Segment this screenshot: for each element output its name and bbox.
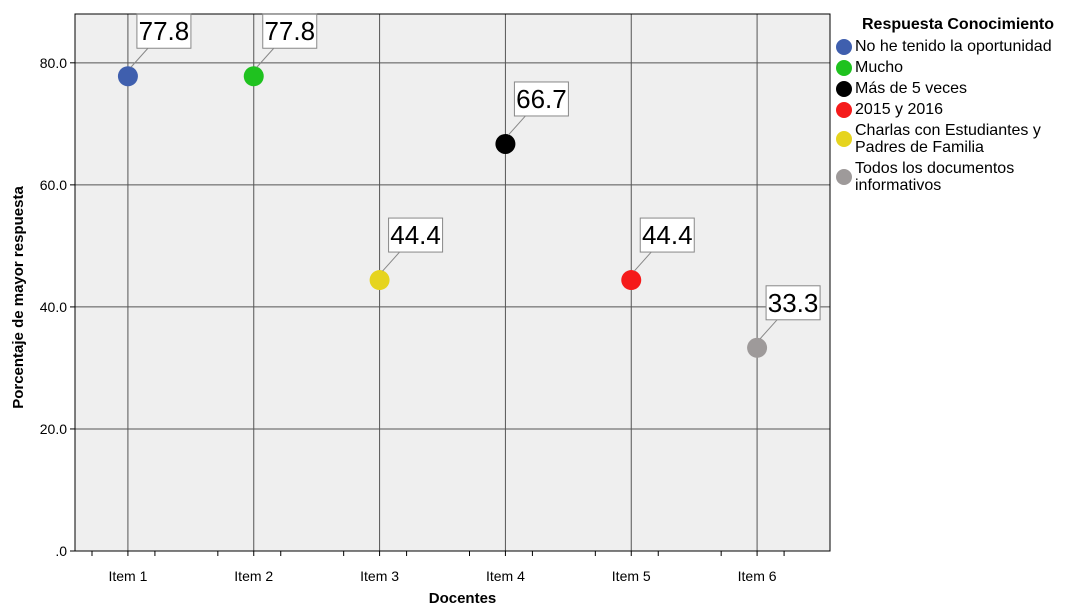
data-label-leader: [256, 47, 275, 68]
y-tick-label: 40.0: [40, 299, 67, 315]
legend-item: 2015 y 2016: [836, 101, 1066, 118]
data-label-box: [388, 217, 444, 253]
x-tick-label: Item 3: [360, 568, 399, 584]
legend-marker: [836, 169, 852, 185]
legend: Respuesta Conocimiento No he tenido la o…: [836, 16, 1066, 198]
plot-frame: [74, 13, 831, 552]
plot-area: [75, 14, 830, 551]
x-tick-label: Item 1: [108, 568, 147, 584]
data-points: [117, 66, 768, 358]
legend-item: Más de 5 veces: [836, 80, 1066, 97]
data-label-leader: [633, 251, 652, 272]
legend-label: Todos los documentos informativos: [855, 160, 1015, 194]
legend-label: Más de 5 veces: [855, 80, 968, 97]
legend-marker: [836, 59, 852, 76]
legend-title: Respuesta Conocimiento: [862, 16, 1055, 33]
data-label-box: [765, 285, 821, 321]
x-axis-title: Docentes: [429, 590, 497, 607]
legend-marker: [836, 38, 852, 55]
data-point: [621, 270, 642, 291]
data-label: 77.8: [264, 16, 315, 46]
data-point: [495, 133, 516, 154]
data-labels: 77.8 77.8 44.4 66.7 44.4 33.3: [130, 13, 821, 340]
data-label: 77.8: [139, 16, 190, 46]
data-label-leader: [759, 319, 778, 340]
legend-marker: [836, 80, 852, 97]
data-point: [747, 337, 768, 358]
legend-label: Charlas con Estudiantes y Padres de Famil…: [855, 122, 1041, 156]
data-label: 44.4: [390, 220, 441, 250]
legend-item: Charlas con Estudiantes y Padres de Famil…: [836, 122, 1066, 156]
data-label: 66.7: [516, 84, 567, 114]
legend-item: Todos los documentos informativos: [836, 160, 1066, 194]
x-tick-label: Item 6: [738, 568, 777, 584]
x-tick-label: Item 5: [612, 568, 651, 584]
legend-label: Mucho: [855, 59, 904, 76]
data-label-box: [639, 217, 695, 253]
data-label-box: [262, 13, 318, 49]
data-label: 44.4: [642, 220, 693, 250]
data-point: [117, 66, 138, 87]
data-label-box: [513, 81, 569, 117]
data-label-leader: [130, 47, 149, 68]
gridlines: [75, 14, 830, 551]
y-axis-ticks: .0 20.0 40.0 60.0 80.0: [40, 55, 75, 559]
data-label-leader: [382, 251, 400, 272]
y-tick-label: 60.0: [40, 177, 67, 193]
data-label-leader: [508, 115, 526, 136]
legend-marker: [836, 131, 852, 147]
legend-item: No he tenido la oportunidad: [836, 38, 1066, 55]
data-label-box: [136, 13, 192, 49]
legend-label: No he tenido la oportunidad: [855, 38, 1052, 55]
y-tick-label: .0: [55, 543, 67, 559]
legend-label: 2015 y 2016: [855, 101, 944, 118]
legend-marker: [836, 101, 852, 118]
legend-item: Mucho: [836, 59, 1066, 76]
axes: [74, 13, 831, 552]
y-tick-label: 20.0: [40, 421, 67, 437]
legend-items: No he tenido la oportunidad Mucho Más de 5…: [836, 38, 1066, 194]
x-axis-ticks: Item 1 Item 2 Item 3 Item 4 Item 5 Item 6: [91, 551, 785, 584]
data-point: [243, 66, 264, 87]
y-tick-label: 80.0: [40, 55, 67, 71]
x-tick-label: Item 2: [234, 568, 273, 584]
x-tick-label: Item 4: [486, 568, 525, 584]
data-point: [369, 270, 390, 291]
y-axis-title: Porcentaje de mayor respuesta: [10, 186, 27, 409]
data-label: 33.3: [768, 288, 819, 318]
